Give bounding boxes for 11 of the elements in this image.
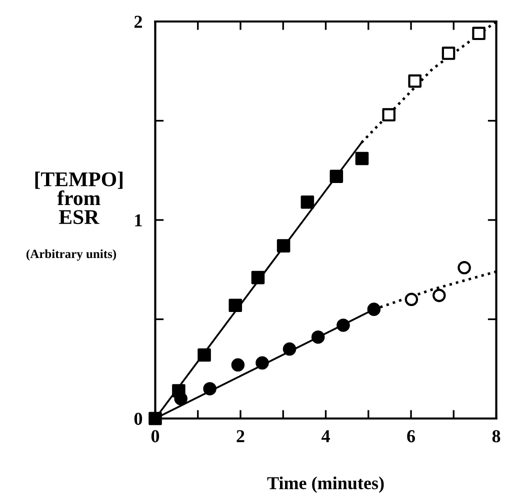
x-tick-label: 4 xyxy=(321,430,330,442)
y-axis-title: [TEMPO] from ESR xyxy=(35,172,122,224)
y-tick-label: 2 xyxy=(134,16,142,28)
y-tick-label: 1 xyxy=(135,214,142,226)
x-tick-label: 8 xyxy=(492,430,500,442)
x-tick-label: 2 xyxy=(236,430,244,442)
y-tick-label: 0 xyxy=(134,412,142,425)
text: (Arbitrary units) xyxy=(26,249,116,261)
x-tick-label: 0 xyxy=(151,430,160,442)
x-axis-title: Time (minutes) xyxy=(267,476,384,493)
x-tick-label: 6 xyxy=(407,430,416,442)
